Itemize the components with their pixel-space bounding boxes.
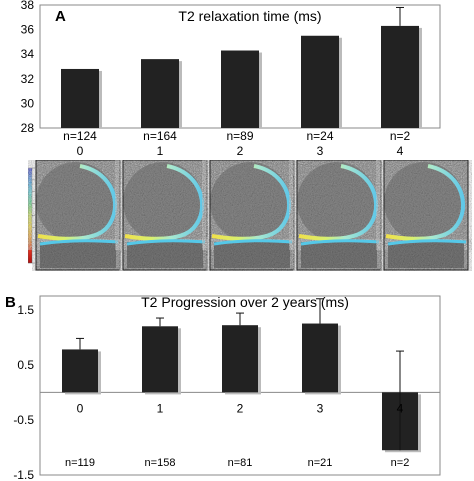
y-tick-label: -1.5 [13, 468, 34, 481]
mri-frame-border [122, 160, 208, 271]
x-tick-label: 0 [77, 144, 84, 158]
n-label: n=21 [308, 457, 333, 469]
y-tick-label: 36 [21, 23, 35, 37]
mri-strip-svg [28, 160, 469, 271]
mri-frame [35, 160, 121, 271]
panel-label-b: B [5, 294, 16, 311]
x-tick-label: 2 [237, 401, 244, 415]
y-tick-label: -0.5 [13, 413, 34, 427]
panel-b-t2-progression-chart: 1.5 0.5 -0.5 -1.5 B T2 Progression over 2 yea… [0, 280, 474, 481]
y-tick-label: 1.5 [17, 303, 34, 317]
n-label: n=124 [63, 129, 97, 143]
x-tick-label: 2 [237, 144, 244, 158]
bar [302, 323, 338, 393]
n-label: n=119 [65, 457, 95, 469]
n-label: n=164 [143, 129, 177, 143]
x-tick-label: 4 [397, 144, 404, 158]
femur-bone [36, 162, 116, 242]
y-tick-label: 34 [21, 47, 35, 61]
chart-title: T2 relaxation time (ms) [178, 8, 321, 24]
x-tick-label: 0 [77, 401, 84, 415]
femoral-cartilage-map [37, 164, 117, 241]
n-label: n=24 [306, 129, 333, 143]
x-tick-label: 4 [397, 401, 404, 415]
x-tick-label: 1 [157, 144, 164, 158]
mri-frame-border [209, 160, 295, 271]
tibia-bone [127, 242, 203, 268]
y-tick-label: 28 [21, 121, 35, 135]
mri-frame-border [296, 160, 382, 271]
bar [61, 68, 99, 128]
tibial-cartilage-map [300, 239, 380, 246]
x-tick-label: 1 [157, 401, 164, 415]
femur-bone [123, 162, 203, 242]
tibial-cartilage-map [126, 239, 206, 246]
tibial-cartilage-map [213, 239, 293, 246]
tibia-bone [388, 242, 464, 268]
mri-frame-border [35, 160, 121, 271]
x-tick-label: 3 [317, 401, 324, 415]
chart-b-svg: 1.5 0.5 -0.5 -1.5 B T2 Progression over 2 yea… [5, 294, 441, 481]
chart-title: T2 Progression over 2 years (ms) [141, 294, 349, 310]
bar [301, 35, 339, 128]
mri-frame-border [383, 160, 469, 271]
panel-label-a: A [55, 8, 66, 25]
femoral-cartilage-map [298, 164, 378, 241]
mri-frame [209, 160, 295, 271]
bar [141, 59, 179, 129]
n-label: n=89 [226, 129, 253, 143]
panel-a-t2-relaxation-chart: 28 30 32 34 36 38 A T2 relaxation time (ms) n=12… [0, 0, 474, 160]
y-tick-label: 38 [21, 0, 35, 12]
mri-frame [383, 160, 469, 271]
mri-frame [296, 160, 382, 271]
n-label: n=81 [228, 457, 253, 469]
mri-image-strip [28, 160, 474, 272]
x-tick-label: 3 [317, 144, 324, 158]
bar [142, 326, 178, 393]
bar [222, 325, 258, 393]
tibia-bone [301, 242, 377, 268]
mri-frame [122, 160, 208, 271]
femoral-cartilage-map [385, 164, 465, 241]
bar [62, 349, 98, 393]
femoral-cartilage-map [211, 164, 291, 241]
femur-bone [297, 162, 377, 242]
bar [221, 50, 259, 129]
y-tick-label: 32 [21, 72, 35, 86]
femur-bone [384, 162, 464, 242]
colorbar [28, 168, 32, 263]
y-tick-label: 0.5 [17, 358, 34, 372]
tibial-cartilage-map [39, 239, 119, 246]
n-label: n=2 [391, 457, 410, 469]
y-tick-label: 30 [21, 96, 35, 110]
tibia-bone [214, 242, 290, 268]
femoral-cartilage-map [124, 164, 204, 241]
n-label: n=2 [390, 129, 411, 143]
femur-bone [210, 162, 290, 242]
tibial-cartilage-map [387, 239, 467, 246]
bar [381, 25, 419, 128]
tibia-bone [40, 242, 116, 268]
n-label: n=158 [145, 457, 176, 469]
